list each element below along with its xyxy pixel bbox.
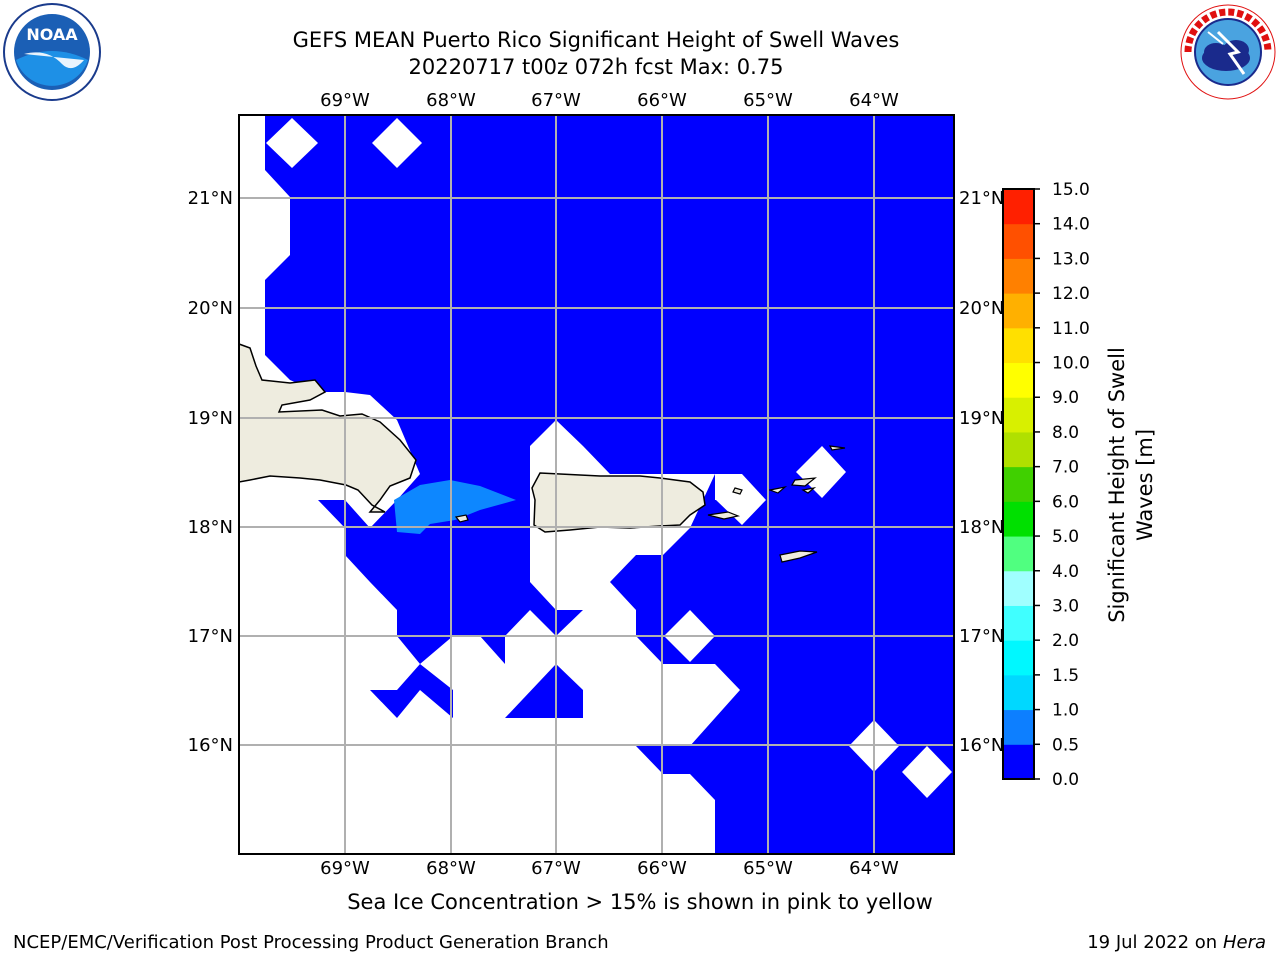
colorbar-tick-label: 7.0 xyxy=(1052,458,1079,478)
colorbar-tick-label: 15.0 xyxy=(1052,180,1090,200)
lon-label-top: 66°W xyxy=(637,90,687,111)
lon-label-top: 64°W xyxy=(849,90,899,111)
colorbar-swatch xyxy=(1003,327,1034,364)
colorbar-swatch xyxy=(1003,293,1034,329)
colorbar-tick-label: 1.5 xyxy=(1052,666,1079,686)
colorbar-swatch xyxy=(1003,674,1034,711)
colorbar-tick-label: 4.0 xyxy=(1052,562,1079,582)
lat-label-left: 18°N xyxy=(188,517,233,538)
nws-logo xyxy=(1180,4,1276,100)
colorbar-swatch xyxy=(1003,709,1034,745)
lat-label-left: 20°N xyxy=(188,298,233,319)
lat-label-left: 16°N xyxy=(188,735,233,756)
colorbar-swatch xyxy=(1003,605,1034,641)
colorbar-tick-label: 9.0 xyxy=(1052,388,1079,408)
lon-label-bottom: 67°W xyxy=(531,858,581,879)
lon-label-bottom: 69°W xyxy=(320,858,370,879)
colorbar-tick-label: 12.0 xyxy=(1052,284,1090,304)
colorbar-swatch xyxy=(1003,397,1034,433)
lat-label-right: 20°N xyxy=(959,298,1004,319)
lat-label-left: 19°N xyxy=(188,408,233,429)
lat-label-right: 19°N xyxy=(959,408,1004,429)
colorbar-swatch xyxy=(1003,362,1034,398)
lat-label-right: 16°N xyxy=(959,735,1004,756)
lon-label-top: 65°W xyxy=(743,90,793,111)
lon-label-bottom: 68°W xyxy=(426,858,476,879)
sea-ice-note: Sea Ice Concentration > 15% is shown in … xyxy=(347,890,933,914)
credit-date-text: 19 Jul 2022 on xyxy=(1087,932,1223,953)
colorbar-swatch xyxy=(1003,501,1034,537)
colorbar-label-line1: Significant Height of Swell xyxy=(1105,347,1129,623)
lon-label-bottom: 65°W xyxy=(743,858,793,879)
swell-field-low xyxy=(265,115,954,854)
colorbar-swatch xyxy=(1003,223,1034,259)
no-data-areas xyxy=(266,118,952,798)
colorbar-swatch xyxy=(1003,258,1034,294)
chart-subtitle: 20220717 t00z 072h fcst Max: 0.75 xyxy=(408,55,784,79)
small-islands xyxy=(454,445,846,563)
chart-title: GEFS MEAN Puerto Rico Significant Height… xyxy=(292,28,900,52)
colorbar-tick-label: 13.0 xyxy=(1052,249,1090,269)
lon-label-top: 67°W xyxy=(531,90,581,111)
lon-label-bottom: 66°W xyxy=(637,858,687,879)
colorbar-frame xyxy=(1002,188,1035,780)
land-puerto-rico xyxy=(531,472,706,533)
colorbar-tick-label: 1.0 xyxy=(1052,701,1079,721)
colorbar-tick-label: 5.0 xyxy=(1052,527,1079,547)
colorbar-tick-label: 11.0 xyxy=(1052,319,1090,339)
colorbar-tick-label: 2.0 xyxy=(1052,631,1079,651)
colorbar-swatch xyxy=(1003,536,1034,572)
colorbar-swatch xyxy=(1003,466,1034,502)
colorbar xyxy=(1003,189,1034,780)
colorbar-swatch xyxy=(1003,640,1034,676)
noaa-logo: NOAA xyxy=(3,3,101,101)
lat-label-left: 17°N xyxy=(188,626,233,647)
land-hispaniola xyxy=(238,342,417,513)
colorbar-ticks: 0.0 0.5 1.0 1.5 2.0 3.0 4.0 5.0 6.0 7.0 8.0 9.0 10.0… xyxy=(1034,180,1090,790)
colorbar-tick-label: 0.0 xyxy=(1052,770,1079,790)
colorbar-tick-label: 8.0 xyxy=(1052,423,1079,443)
lat-label-right: 21°N xyxy=(959,188,1004,209)
map-gridlines xyxy=(239,115,954,854)
lon-label-bottom: 64°W xyxy=(849,858,899,879)
noaa-logo-text: NOAA xyxy=(26,25,78,44)
colorbar-swatch xyxy=(1003,744,1034,780)
credit-host: Hera xyxy=(1222,932,1266,953)
colorbar-tick-label: 6.0 xyxy=(1052,492,1079,512)
lon-label-top: 69°W xyxy=(320,90,370,111)
colorbar-swatch xyxy=(1003,431,1034,468)
lat-label-right: 18°N xyxy=(959,517,1004,538)
map-frame xyxy=(238,114,955,855)
credit-date: 19 Jul 2022 on Hera xyxy=(1087,932,1266,953)
colorbar-label-line2: Waves [m] xyxy=(1133,429,1157,541)
colorbar-tick-label: 10.0 xyxy=(1052,354,1090,374)
colorbar-tick-label: 3.0 xyxy=(1052,596,1079,616)
colorbar-swatch xyxy=(1003,189,1034,225)
lat-label-left: 21°N xyxy=(188,188,233,209)
swell-field-mid xyxy=(394,480,516,534)
lat-label-right: 17°N xyxy=(959,626,1004,647)
colorbar-tick-label: 0.5 xyxy=(1052,735,1079,755)
colorbar-swatch xyxy=(1003,570,1034,606)
colorbar-tick-label: 14.0 xyxy=(1052,215,1090,235)
credit-branch: NCEP/EMC/Verification Post Processing Pr… xyxy=(13,932,609,953)
lon-label-top: 68°W xyxy=(426,90,476,111)
